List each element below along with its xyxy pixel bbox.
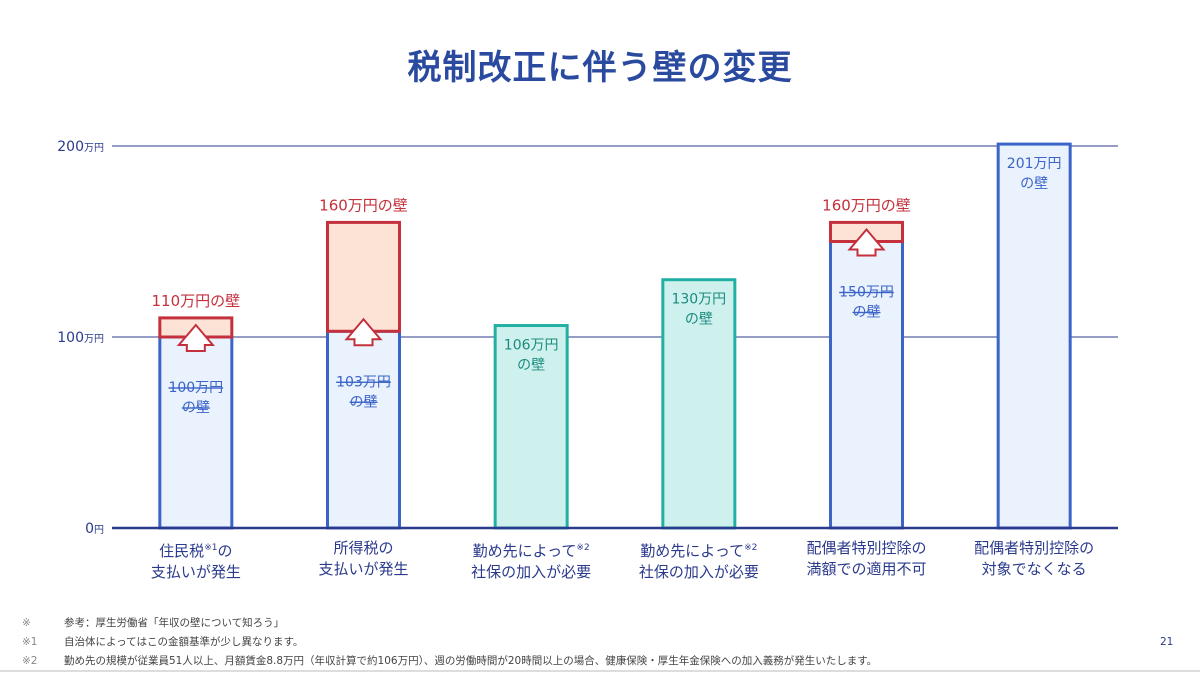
x-category-label: 所得税の支払いが発生 [280, 538, 448, 580]
category-line: 対象でなくなる [981, 560, 1087, 578]
x-category-label: 勤め先によって※2 社保の加入が必要 [615, 538, 783, 583]
bar-old-wall [158, 335, 234, 530]
old-wall-label: の壁 [182, 400, 210, 416]
footnote: ※2 勤め先の規模が従業員51人以上、月額賃金8.8万円（年収計算で約106万円）… [22, 652, 877, 671]
footnote-mark: ※1 [22, 636, 38, 648]
page-number: 21 [1160, 636, 1174, 648]
bar-increase [326, 220, 401, 333]
old-wall-label: 103万円 [336, 374, 391, 390]
old-wall-label: の壁 [853, 305, 881, 321]
tick-unit: 万円 [84, 143, 104, 154]
category-line: 所得税の [333, 539, 394, 557]
divider [0, 670, 1200, 672]
bar-label: の壁 [685, 312, 713, 328]
footnote-text: 自治体によってはこの金額基準が少し異なります。 [64, 636, 304, 648]
footnote-ref: ※2 [744, 543, 758, 553]
footnote-text: 参考：厚生労働省「年収の壁について知ろう」 [64, 617, 285, 629]
footnote: ※ 参考：厚生労働省「年収の壁について知ろう」 [22, 614, 877, 633]
tick-value: 100 [57, 330, 84, 346]
category-line: 満額での適用不可 [806, 560, 927, 578]
tick-value: 0 [85, 521, 94, 537]
bar-label: 130万円 [671, 292, 726, 308]
footnote-ref: ※1 [204, 543, 218, 553]
category-line: 配偶者特別控除の [974, 539, 1095, 557]
new-wall-label: 110万円の壁 [152, 292, 241, 310]
x-category-label: 配偶者特別控除の 満額での適用不可 [783, 538, 951, 580]
category-line: 社保の加入が必要 [471, 563, 592, 581]
y-tick-label: 100万円 [57, 330, 104, 346]
old-wall-label: 150万円 [839, 285, 894, 301]
tick-unit: 万円 [84, 334, 104, 345]
footnote-mark: ※2 [22, 655, 38, 667]
tick-value: 200 [57, 139, 84, 155]
page-title: 税制改正に伴う壁の変更 [407, 48, 793, 88]
bar [996, 142, 1072, 530]
y-tick-label: 200万円 [57, 139, 104, 155]
bar-old-wall [326, 329, 401, 530]
category-line: 支払いが発生 [150, 563, 241, 581]
footnotes: ※ 参考：厚生労働省「年収の壁について知ろう」 ※1 自治体によってはこの金額基準が… [22, 614, 877, 671]
footnote-ref: ※2 [576, 543, 590, 553]
footnote: ※1 自治体によってはこの金額基準が少し異なります。 [22, 633, 877, 652]
tick-unit: 円 [94, 525, 104, 536]
category-line: 社保の加入が必要 [638, 563, 759, 581]
old-wall-label: の壁 [350, 394, 378, 410]
category-line: 勤め先によって※2 [640, 542, 758, 560]
y-tick-label: 0円 [85, 521, 104, 537]
bar [661, 278, 737, 530]
up-arrow-icon [847, 227, 886, 257]
old-wall-label: 100万円 [168, 380, 223, 396]
bar-label: の壁 [517, 358, 545, 374]
category-line: 住民税※1の [159, 542, 233, 560]
bar-label: の壁 [1020, 176, 1048, 192]
up-arrow-icon [176, 323, 215, 352]
new-wall-label: 160万円の壁 [319, 196, 408, 214]
up-arrow-icon [344, 317, 383, 347]
new-wall-label: 160万円の壁 [822, 196, 911, 214]
footnote-mark: ※ [22, 617, 31, 629]
x-category-label: 住民税※1の 支払いが発生 [112, 538, 280, 583]
category-line: 配偶者特別控除の [806, 539, 927, 557]
category-line: 支払いが発生 [318, 560, 409, 578]
bar-label: 106万円 [504, 338, 559, 354]
x-category-label: 勤め先によって※2 社保の加入が必要 [447, 538, 615, 583]
bar-label: 201万円 [1007, 156, 1062, 172]
bar [493, 324, 569, 530]
bar-old-wall [829, 240, 904, 530]
x-category-label: 配偶者特別控除の 対象でなくなる [950, 538, 1118, 580]
footnote-text: 勤め先の規模が従業員51人以上、月額賃金8.8万円（年収計算で約106万円）、週… [64, 655, 878, 667]
category-line: 勤め先によって※2 [472, 542, 590, 560]
